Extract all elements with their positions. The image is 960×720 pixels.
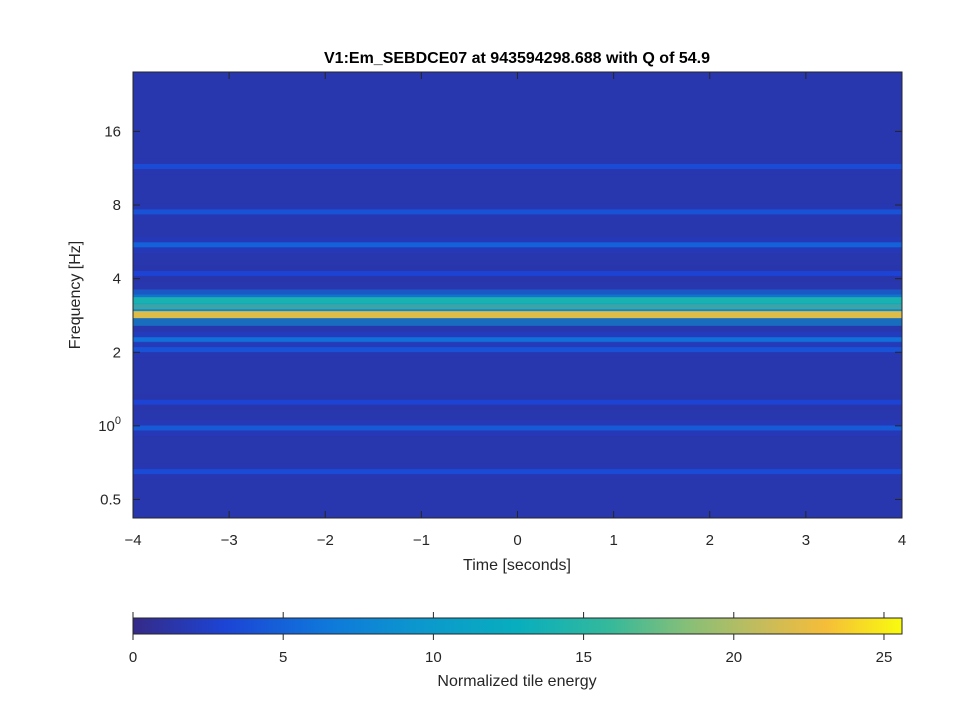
colorbar-tick-label: 25 <box>876 649 893 666</box>
y-tick-label: 0.5 <box>100 491 121 508</box>
x-tick-label: 1 <box>609 532 617 549</box>
heatmap-band <box>133 164 902 170</box>
x-tick-label: 2 <box>706 532 714 549</box>
heatmap-band <box>133 347 902 353</box>
heatmap-band <box>133 209 902 215</box>
heatmap-band <box>133 469 902 475</box>
x-tick-label: 4 <box>898 532 906 549</box>
colorbar-label: Normalized tile energy <box>437 673 596 690</box>
heatmap-band <box>133 399 902 405</box>
y-tick-label: 4 <box>113 271 121 288</box>
x-axis: −4 −3 −2 −1 0 1 2 3 4 <box>124 72 906 549</box>
x-tick-label: −4 <box>124 532 141 549</box>
colorbar-tick-label: 5 <box>279 649 287 666</box>
x-tick-label: 3 <box>802 532 810 549</box>
y-tick-label: 16 <box>104 123 121 140</box>
heatmap-band <box>133 311 902 319</box>
colorbar-tick-label: 15 <box>575 649 592 666</box>
colorbar-gradient <box>132 617 903 635</box>
colorbar-tick-label: 10 <box>425 649 442 666</box>
y-tick-label: 100 <box>98 415 121 435</box>
y-tick-label: 2 <box>113 344 121 361</box>
heatmap-band <box>133 270 902 276</box>
heatmap-band <box>133 337 902 343</box>
y-tick-label: 8 <box>113 197 121 214</box>
y-axis: 0.5 100 2 4 8 16 <box>98 123 902 508</box>
x-tick-label: −3 <box>221 532 238 549</box>
x-tick-label: 0 <box>513 532 521 549</box>
colorbar-tick-label: 20 <box>725 649 742 666</box>
heatmap-band <box>133 425 902 431</box>
x-tick-label: −1 <box>413 532 430 549</box>
y-axis-label: Frequency [Hz] <box>67 241 84 349</box>
heatmap <box>133 72 902 518</box>
heatmap-band <box>133 297 902 305</box>
x-axis-label: Time [seconds] <box>463 557 571 574</box>
chart-title: V1:Em_SEBDCE07 at 943594298.688 with Q o… <box>324 50 710 67</box>
colorbar-tick-label: 0 <box>129 649 137 666</box>
heatmap-band <box>133 242 902 248</box>
x-tick-label: −2 <box>317 532 334 549</box>
colorbar: 0 5 10 15 20 25 Normalized tile energy <box>129 612 903 690</box>
